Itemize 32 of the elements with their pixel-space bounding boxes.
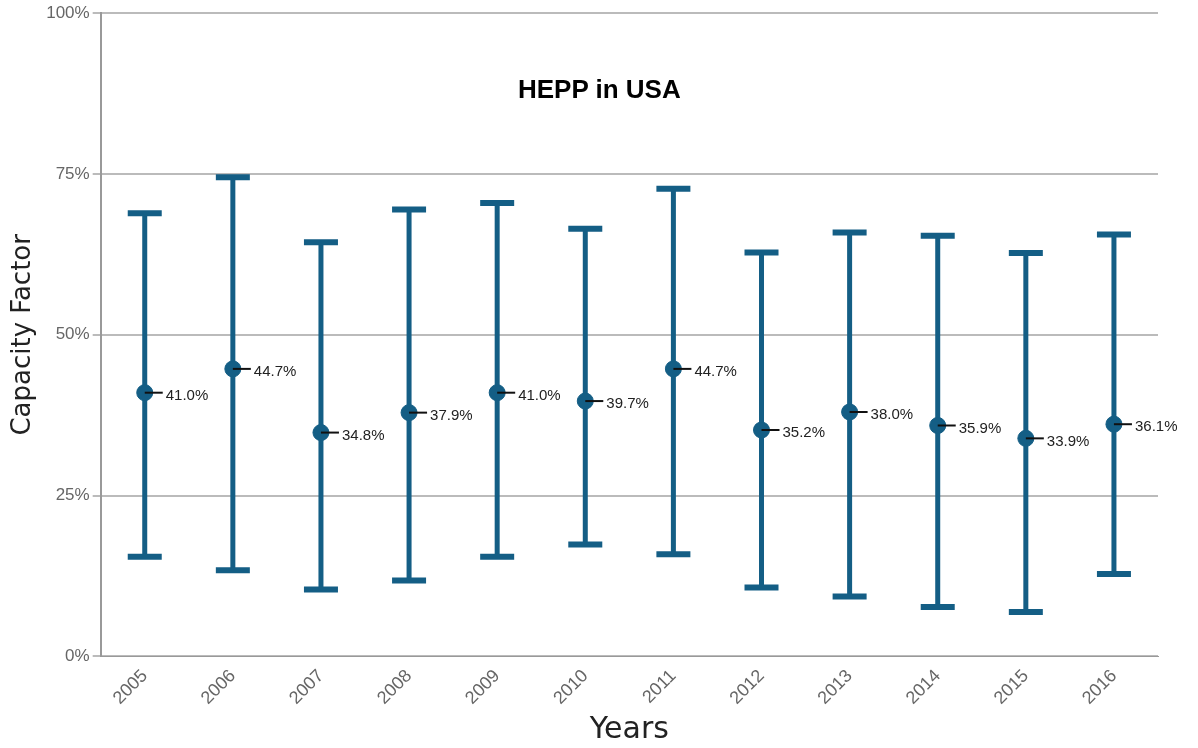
y-tick-label: 100%: [46, 2, 90, 22]
data-label: 38.0%: [870, 405, 914, 423]
point: [664, 360, 682, 378]
point: [488, 384, 506, 402]
data-label: 44.7%: [253, 362, 297, 380]
x-axis-title: Years: [588, 709, 669, 745]
point: [136, 384, 154, 402]
data-label: 41.0%: [518, 385, 561, 403]
point: [576, 392, 594, 410]
data-label: 36.1%: [1134, 417, 1178, 435]
data-label: 33.9%: [1046, 431, 1090, 449]
point: [841, 403, 859, 421]
y-tick-label: 75%: [55, 163, 90, 183]
point: [400, 404, 418, 422]
data-label: 41.0%: [165, 385, 209, 403]
text: HEPP in USA: [517, 74, 681, 105]
y-tick-label: 50%: [55, 324, 90, 344]
point: [1017, 429, 1035, 447]
data-label: 34.8%: [341, 425, 385, 443]
point: [929, 417, 947, 434]
point: [312, 424, 330, 442]
data-label: 35.2%: [782, 423, 826, 441]
data-label: 35.9%: [958, 418, 1002, 436]
y-tick-label: 25%: [55, 485, 90, 505]
y-axis-title: Capacity Factor: [6, 233, 37, 436]
data-label: 37.9%: [430, 405, 473, 423]
y-tick-label: 0%: [65, 646, 90, 666]
point: [224, 360, 242, 378]
point: [1105, 415, 1123, 433]
data-label: 44.7%: [694, 362, 737, 380]
data-label: 39.7%: [606, 394, 649, 412]
point: [753, 421, 771, 439]
